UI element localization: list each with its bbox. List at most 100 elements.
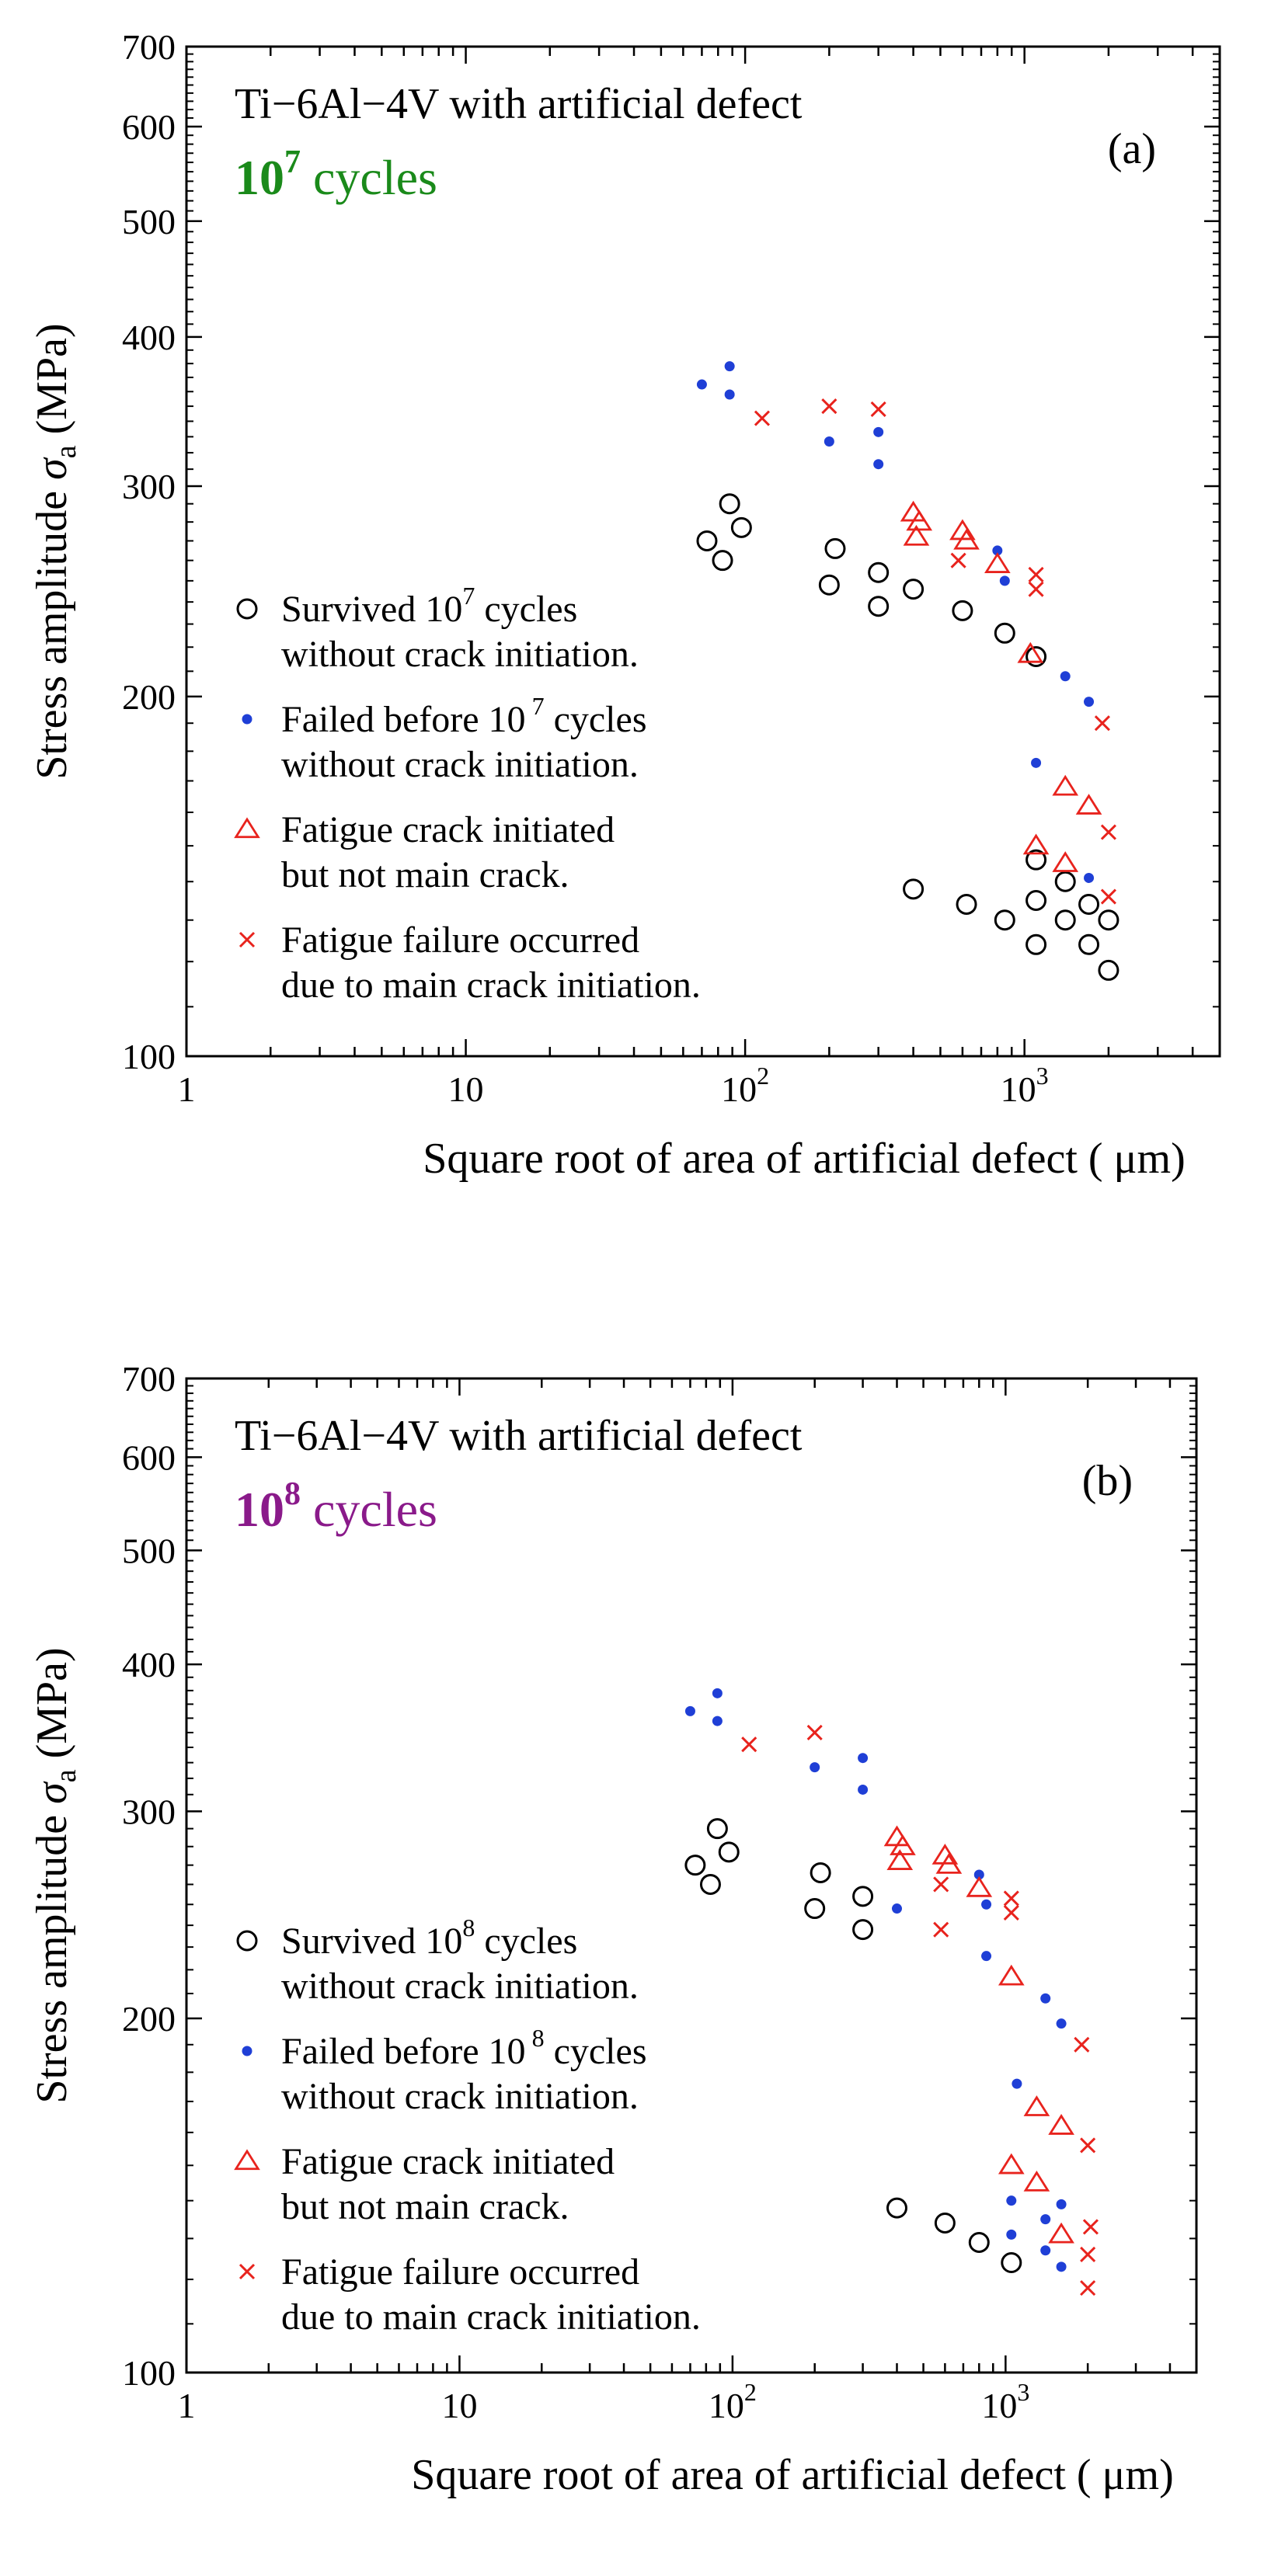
data-point-dot: [1006, 2229, 1017, 2240]
data-point-cross: [933, 1921, 949, 1938]
legend-line1: Survived 108 cycles: [281, 1914, 577, 1962]
legend-line1-text: Fatigue failure occurred: [281, 920, 639, 961]
data-point-cross: [1082, 2219, 1099, 2235]
x-tick-label-base: 10: [441, 2386, 477, 2425]
data-point-triangle: [1075, 794, 1102, 815]
x-tick-label-base: 1: [178, 1069, 196, 1109]
data-point-circle: [1001, 2252, 1022, 2274]
x-axis-label: Square root of area of artificial defect…: [423, 1135, 1186, 1183]
y-axis-label-sub: a: [50, 1769, 82, 1782]
data-point-dot: [873, 426, 884, 437]
data-point-circle: [952, 600, 973, 621]
x-tick-label: 10: [448, 1069, 484, 1109]
data-point-circle: [684, 1855, 706, 1876]
data-point-circle: [810, 1862, 831, 1883]
y-tick-label: 300: [122, 467, 176, 506]
legend-line1-tail: cycles: [475, 1921, 577, 1962]
y-axis-label-symbol: σ: [28, 457, 76, 480]
data-point-dot: [1040, 2245, 1051, 2256]
series-fatigue-failure: [754, 398, 1116, 905]
data-point-circle: [824, 537, 846, 559]
x-tick-label-base: 1: [178, 2386, 196, 2425]
data-point-dot: [810, 1762, 820, 1773]
data-point-circle: [956, 893, 977, 915]
legend-line1-text: Failed before 10: [281, 699, 526, 740]
x-axis-label: Square root of area of artificial defect…: [411, 2451, 1174, 2499]
y-tick-label: 200: [122, 1999, 176, 2039]
data-point-circle: [1078, 893, 1100, 915]
y-tick-label: 400: [122, 1645, 176, 1684]
legend-line1: Fatigue crack initiated: [281, 2141, 615, 2182]
y-axis-label-symbol: σ: [28, 1781, 76, 1804]
legend-marker-circle: [236, 1930, 258, 1952]
data-point-cross: [1028, 566, 1044, 582]
legend-line1-text: Survived 10: [281, 1921, 462, 1962]
panel-label: (a): [1108, 125, 1156, 173]
x-tick-label-exp: 2: [744, 2378, 757, 2406]
legend-line1-text: Fatigue crack initiated: [281, 809, 615, 850]
data-point-dot: [981, 1899, 992, 1910]
data-point-circle: [852, 1919, 874, 1941]
legend-marker-cross: [239, 931, 256, 948]
data-point-circle: [1026, 849, 1047, 871]
data-point-dot: [858, 1753, 869, 1764]
legend-line2: without crack initiation.: [281, 634, 639, 675]
data-point-cross: [1100, 824, 1116, 840]
data-point-dot: [696, 379, 707, 390]
data-point-triangle: [1052, 851, 1079, 872]
legend-marker-dot: [242, 714, 252, 725]
x-tick-label-base: 10: [709, 2386, 744, 2425]
series-crack-initiated: [883, 1825, 1074, 2244]
legend-line2: due to main crack initiation.: [281, 2296, 701, 2338]
data-point-cross: [870, 401, 886, 417]
data-point-circle: [718, 1841, 740, 1863]
series-survived: [684, 1818, 1022, 2274]
cycles-label-word: cycles: [301, 150, 437, 205]
data-point-dot: [712, 1688, 723, 1698]
data-point-circle: [1026, 933, 1047, 955]
legend-line1-tail: cycles: [475, 589, 577, 630]
x-tick-label-exp: 2: [757, 1062, 769, 1090]
y-tick-label: 100: [122, 1037, 176, 1076]
data-point-circle: [868, 596, 890, 617]
data-point-cross: [933, 1876, 949, 1893]
x-tick-label: 102: [709, 2378, 757, 2425]
data-point-dot: [973, 1869, 984, 1880]
x-axis-label-text: Square root of area of artificial defect: [411, 2451, 1066, 2499]
data-point-cross: [1003, 1890, 1019, 1907]
legend-line1: Survived 107 cycles: [281, 582, 577, 630]
cycles-label-word: cycles: [301, 1482, 437, 1537]
legend-marker-cross: [239, 2263, 256, 2280]
x-tick-label: 1: [178, 2386, 196, 2425]
y-tick-label: 200: [122, 677, 176, 717]
data-point-dot: [1060, 671, 1071, 682]
x-tick-label-base: 10: [981, 2386, 1017, 2425]
data-point-cross: [1028, 581, 1044, 597]
x-tick-label-base: 10: [1001, 1069, 1036, 1109]
data-point-dot: [1056, 2018, 1067, 2029]
data-point-cross: [950, 552, 966, 568]
data-point-cross: [741, 1736, 757, 1753]
y-axis-label-unit: (MPa): [28, 323, 76, 445]
legend-line1-exp: 7: [526, 692, 545, 720]
x-tick-label-base: 10: [448, 1069, 484, 1109]
data-point-triangle: [1017, 641, 1044, 663]
data-point-triangle: [1022, 833, 1050, 855]
data-point-dot: [1012, 2078, 1022, 2089]
data-point-circle: [1098, 959, 1120, 981]
data-point-dot: [1006, 2195, 1017, 2206]
data-point-circle: [804, 1898, 826, 1920]
x-axis-label-unit: ( μm): [1078, 1135, 1186, 1183]
data-point-dot: [724, 361, 735, 372]
data-point-triangle: [984, 552, 1011, 573]
data-point-triangle: [953, 528, 980, 550]
data-point-circle: [886, 2197, 907, 2219]
data-point-cross: [1080, 2246, 1096, 2263]
series-failed: [696, 361, 1095, 883]
data-point-circle: [706, 1818, 728, 1840]
data-point-triangle: [1023, 2170, 1050, 2192]
data-point-dot: [1056, 2199, 1067, 2209]
data-point-triangle: [935, 1853, 963, 1874]
